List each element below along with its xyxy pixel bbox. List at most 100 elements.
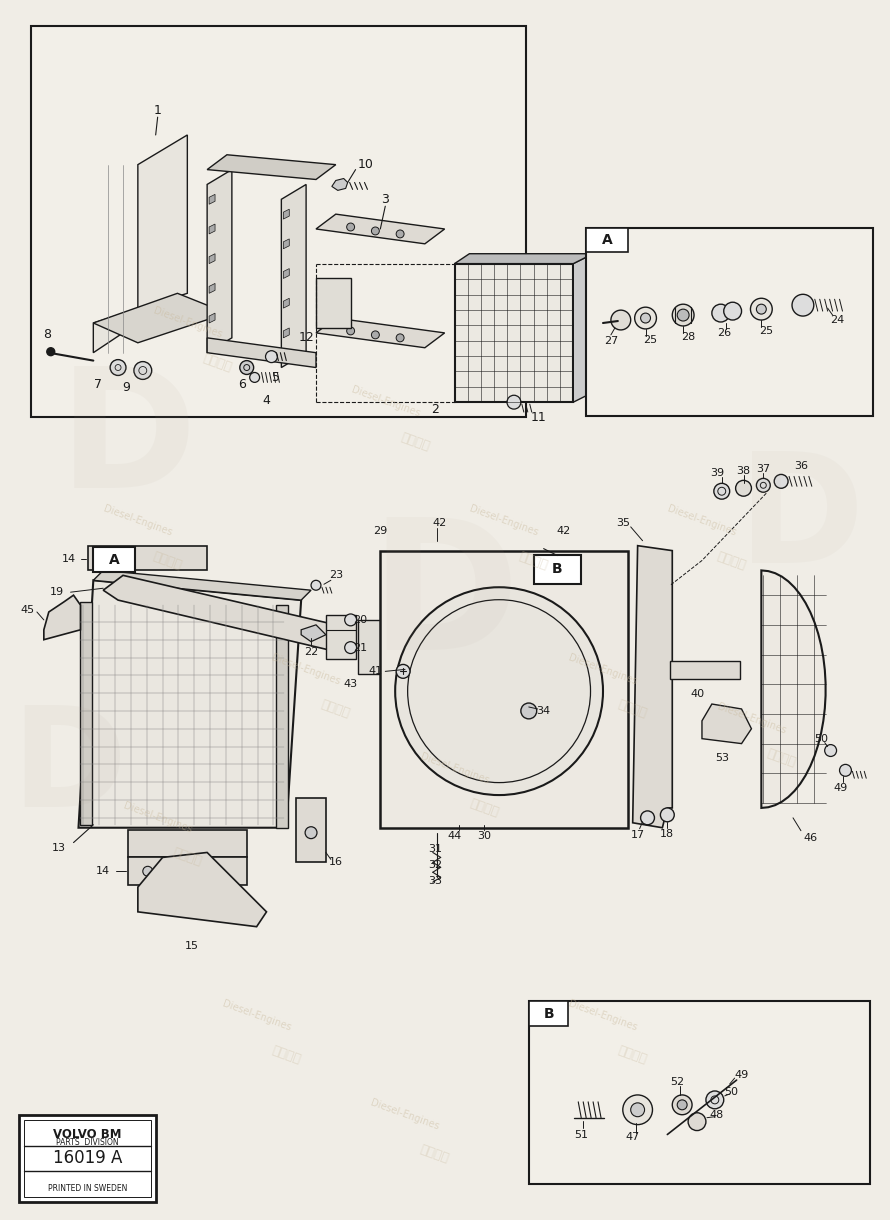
Text: 18: 18	[660, 828, 675, 838]
Polygon shape	[702, 704, 751, 744]
Text: 4: 4	[263, 394, 271, 406]
Text: 46: 46	[804, 832, 818, 843]
Circle shape	[371, 331, 379, 339]
Text: 25: 25	[759, 326, 773, 336]
Circle shape	[371, 227, 379, 235]
Text: 紫发动力: 紫发动力	[171, 847, 204, 869]
Text: 紫发动力: 紫发动力	[201, 351, 233, 373]
Circle shape	[396, 229, 404, 238]
Text: 53: 53	[715, 754, 729, 764]
Text: 45: 45	[20, 605, 34, 615]
Text: Diesel-Engines: Diesel-Engines	[122, 800, 193, 834]
Circle shape	[110, 360, 126, 376]
Polygon shape	[283, 268, 289, 278]
Text: Diesel-Engines: Diesel-Engines	[350, 386, 421, 420]
Circle shape	[395, 587, 603, 795]
Bar	[380, 550, 627, 827]
Circle shape	[736, 481, 751, 497]
Bar	[296, 798, 326, 863]
Circle shape	[265, 350, 278, 362]
Circle shape	[688, 1113, 706, 1131]
Bar	[80, 603, 93, 825]
Polygon shape	[301, 625, 326, 642]
Text: 14: 14	[61, 554, 76, 564]
Circle shape	[396, 665, 410, 678]
Polygon shape	[761, 571, 826, 808]
Polygon shape	[207, 155, 336, 179]
Circle shape	[641, 314, 651, 323]
Bar	[534, 555, 581, 584]
Text: 47: 47	[626, 1132, 640, 1142]
Text: 42: 42	[433, 518, 447, 528]
Text: Diesel-Engines: Diesel-Engines	[567, 653, 639, 687]
Polygon shape	[209, 224, 215, 234]
Text: 31: 31	[428, 844, 441, 854]
Text: 紫发动力: 紫发动力	[418, 1143, 451, 1165]
Bar	[316, 278, 351, 328]
Text: 20: 20	[353, 615, 368, 625]
Polygon shape	[209, 314, 215, 323]
Text: 29: 29	[373, 526, 387, 536]
Polygon shape	[281, 184, 306, 367]
Text: 3: 3	[381, 193, 389, 206]
Circle shape	[611, 310, 631, 329]
Circle shape	[347, 327, 354, 334]
Text: 紫发动力: 紫发动力	[399, 431, 432, 453]
Text: 1: 1	[154, 104, 162, 117]
Circle shape	[507, 395, 521, 409]
Bar	[529, 1000, 870, 1183]
Text: 23: 23	[328, 571, 343, 581]
Text: 紫发动力: 紫发动力	[270, 1044, 303, 1066]
Text: Diesel-Engines: Diesel-Engines	[667, 504, 738, 538]
Text: Diesel-Engines: Diesel-Engines	[102, 504, 174, 538]
Bar	[88, 545, 207, 571]
Text: B: B	[552, 562, 562, 576]
Text: D: D	[59, 360, 197, 523]
Text: 10: 10	[358, 159, 374, 171]
Circle shape	[635, 307, 657, 329]
Polygon shape	[283, 328, 289, 338]
Text: 26: 26	[716, 328, 731, 338]
Circle shape	[712, 304, 730, 322]
Circle shape	[774, 475, 788, 488]
Text: Diesel-Engines: Diesel-Engines	[369, 1098, 441, 1132]
Text: 51: 51	[574, 1130, 588, 1139]
Polygon shape	[103, 576, 345, 651]
Circle shape	[521, 703, 537, 719]
Bar	[31, 26, 526, 417]
Bar	[587, 228, 873, 416]
Text: 21: 21	[353, 643, 368, 653]
Bar	[128, 858, 247, 886]
Text: 25: 25	[643, 334, 658, 345]
Circle shape	[756, 478, 770, 492]
Text: D: D	[369, 512, 520, 688]
Text: 42: 42	[556, 526, 570, 536]
Text: 14: 14	[96, 866, 110, 876]
Circle shape	[250, 372, 260, 382]
Text: 43: 43	[344, 680, 358, 689]
Text: 28: 28	[681, 332, 695, 342]
Circle shape	[305, 827, 317, 838]
Text: 40: 40	[690, 689, 704, 699]
Text: 24: 24	[830, 315, 845, 325]
Circle shape	[677, 1100, 687, 1110]
Bar	[326, 615, 356, 660]
Bar	[128, 830, 247, 858]
Circle shape	[714, 483, 730, 499]
Text: 36: 36	[794, 461, 808, 471]
Circle shape	[641, 811, 654, 825]
Circle shape	[177, 866, 187, 876]
Polygon shape	[78, 581, 301, 827]
Text: 6: 6	[238, 378, 246, 390]
Text: Diesel-Engines: Diesel-Engines	[419, 752, 490, 786]
Text: 2: 2	[431, 403, 439, 416]
Text: Diesel-Engines: Diesel-Engines	[221, 999, 292, 1033]
Text: 11: 11	[530, 410, 546, 423]
Text: VOLVO BM: VOLVO BM	[53, 1128, 122, 1141]
Circle shape	[672, 1094, 692, 1115]
Circle shape	[672, 304, 694, 326]
Text: 50: 50	[813, 733, 828, 744]
Circle shape	[396, 334, 404, 342]
Text: PRINTED IN SWEDEN: PRINTED IN SWEDEN	[48, 1185, 127, 1193]
Text: B: B	[543, 1006, 554, 1021]
